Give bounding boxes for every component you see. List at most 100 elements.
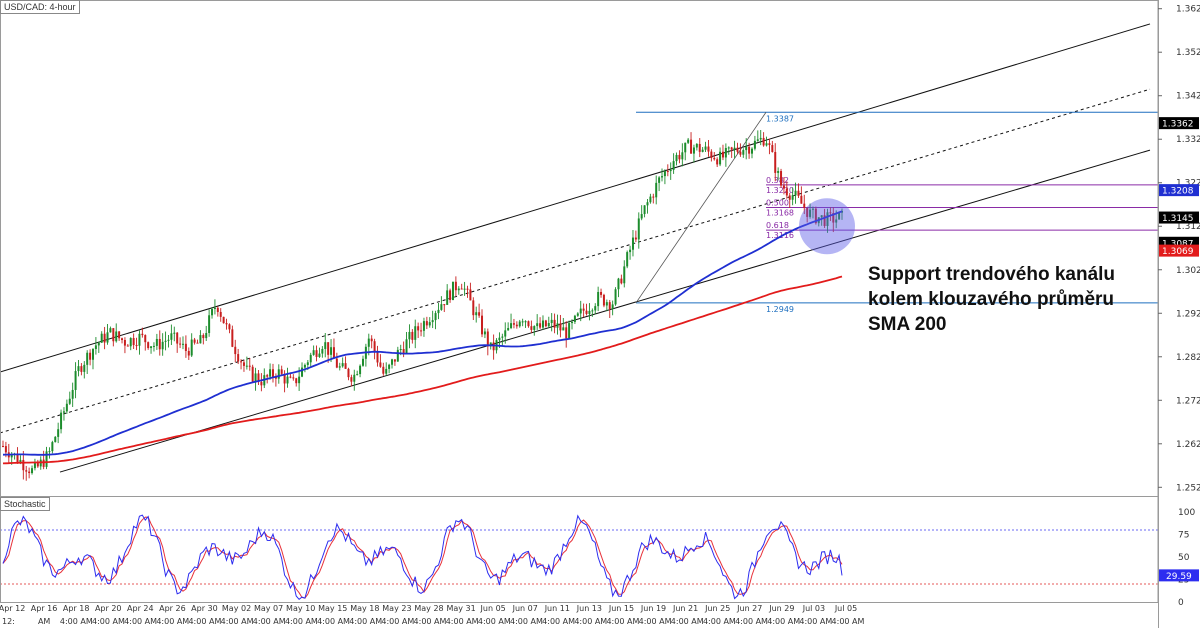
candle-body xyxy=(762,137,765,146)
candle-body xyxy=(774,151,777,173)
candle-body xyxy=(237,354,240,362)
candle-body xyxy=(829,212,832,214)
candle-body xyxy=(768,143,771,146)
candle-body xyxy=(65,403,68,412)
candle-body xyxy=(321,348,324,354)
stoch-d-line xyxy=(2,516,843,599)
stoch-tick-label: 100 xyxy=(1178,508,1195,518)
x-date-label: Jun 13 xyxy=(576,604,602,613)
x-time-label: 4:00 AM xyxy=(349,617,382,626)
candle-body xyxy=(170,333,173,340)
candle-body xyxy=(730,147,733,150)
candle-body xyxy=(359,365,362,375)
candle-body xyxy=(312,350,315,355)
candle-body xyxy=(292,377,295,379)
candle-body xyxy=(103,333,106,343)
x-time-label: 4:00 AM xyxy=(188,617,221,626)
candle-body xyxy=(388,364,391,369)
candle-body xyxy=(248,365,251,367)
x-time-label: AM xyxy=(38,617,50,626)
candle-body xyxy=(507,328,510,331)
candle-body xyxy=(19,459,22,463)
candle-body xyxy=(129,338,132,347)
chart-title: USD/CAD: 4-hour xyxy=(0,0,80,14)
candle-body xyxy=(797,190,800,196)
candle-body xyxy=(646,202,649,206)
candle-body xyxy=(550,319,553,324)
x-time-label: 4:00 AM xyxy=(606,617,639,626)
candle-body xyxy=(208,315,211,334)
price-frame xyxy=(0,0,1159,497)
candle-body xyxy=(176,332,179,344)
candle-body xyxy=(527,321,530,327)
candle-body xyxy=(42,459,45,467)
candle-body xyxy=(661,176,664,178)
x-date-label: May 23 xyxy=(382,604,411,613)
candle-body xyxy=(240,361,243,363)
candle-body xyxy=(335,358,338,368)
candle-body xyxy=(573,315,576,322)
candle-body xyxy=(411,331,414,340)
candle-body xyxy=(408,331,411,340)
candle-body xyxy=(28,471,31,474)
candle-body xyxy=(672,161,675,170)
candle-body xyxy=(687,139,690,143)
candle-body xyxy=(800,195,803,204)
candle-body xyxy=(181,343,184,345)
x-date-label: May 02 xyxy=(222,604,251,613)
candle-body xyxy=(835,219,838,223)
candle-body xyxy=(544,320,547,327)
candle-body xyxy=(640,214,643,219)
x-date-label: Jun 25 xyxy=(704,604,730,613)
candle-body xyxy=(695,143,698,148)
candle-body xyxy=(614,289,617,305)
candle-body xyxy=(36,463,39,467)
fib-value-label: 1.3116 xyxy=(766,231,794,240)
candle-body xyxy=(602,294,605,306)
candle-body xyxy=(205,333,208,339)
candle-body xyxy=(475,312,478,316)
candle-body xyxy=(57,429,60,437)
fib-diagonal-line xyxy=(635,112,767,304)
candle-body xyxy=(271,369,274,378)
candle-body xyxy=(536,323,539,327)
candle-body xyxy=(45,451,48,467)
candle-body xyxy=(727,147,730,149)
candle-body xyxy=(701,149,704,152)
candle-body xyxy=(301,367,304,377)
price-tick-label: 1.2625 xyxy=(1176,440,1200,450)
candle-body xyxy=(62,411,65,413)
candle-body xyxy=(2,445,4,447)
fib-high-label: 1.3387 xyxy=(766,114,794,123)
candle-body xyxy=(597,291,600,307)
candle-body xyxy=(74,371,77,390)
candle-body xyxy=(86,352,89,365)
candle-body xyxy=(48,451,51,453)
x-time-label: 4:00 AM xyxy=(703,617,736,626)
stochastic-panel xyxy=(0,514,1158,600)
candle-body xyxy=(135,345,138,347)
candle-body xyxy=(219,311,222,317)
price-tick-label: 1.2825 xyxy=(1176,353,1200,363)
candle-body xyxy=(106,332,109,343)
candle-body xyxy=(675,154,678,162)
candle-body xyxy=(690,139,693,154)
candle-body xyxy=(568,323,571,339)
fib-low-label: 1.2949 xyxy=(766,305,794,314)
candle-body xyxy=(692,147,695,154)
candle-body xyxy=(498,337,501,341)
candle-body xyxy=(530,326,533,330)
candle-body xyxy=(483,331,486,335)
highlight-circle xyxy=(799,198,855,255)
candle-body xyxy=(417,326,420,331)
candle-body xyxy=(179,343,182,345)
x-date-label: Jul 03 xyxy=(802,604,825,613)
candle-body xyxy=(83,364,86,372)
candle-body xyxy=(478,312,481,316)
candle-body xyxy=(4,446,7,453)
candle-body xyxy=(393,359,396,362)
candle-body xyxy=(780,171,783,186)
candle-body xyxy=(634,237,637,240)
x-date-label: Jun 15 xyxy=(608,604,634,613)
